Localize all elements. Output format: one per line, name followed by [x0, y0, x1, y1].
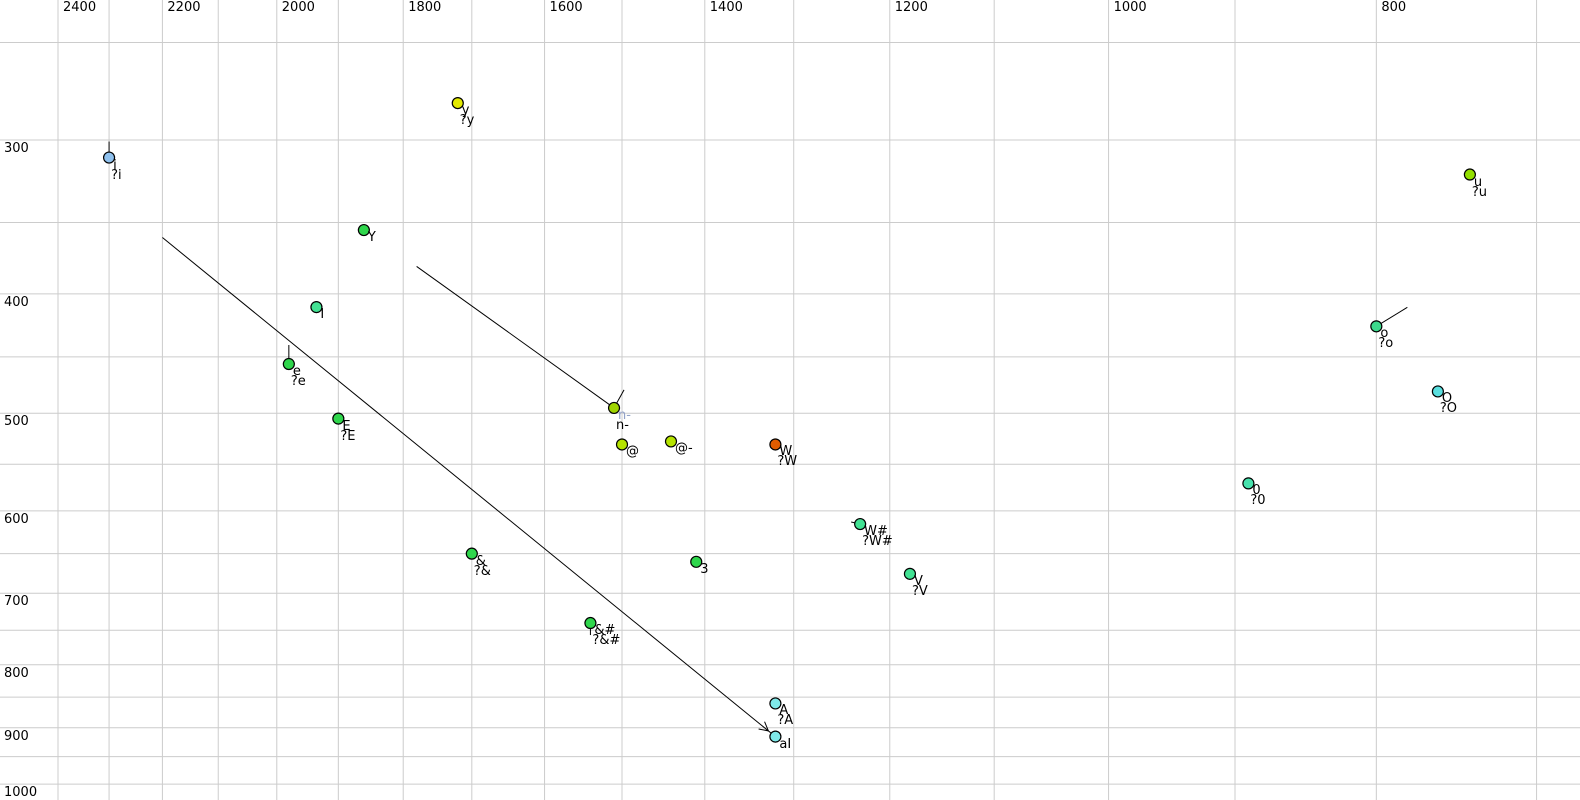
data-point-E[interactable] [332, 412, 345, 425]
data-point-A[interactable] [769, 697, 782, 710]
data-point-i[interactable] [102, 151, 116, 164]
data-point-e[interactable] [282, 357, 295, 371]
data-point-0[interactable] [1242, 477, 1255, 490]
data-point-W[interactable] [769, 438, 782, 451]
data-point-&[interactable] [465, 547, 478, 560]
arrowhead [758, 721, 770, 732]
data-point-&#[interactable] [584, 616, 597, 630]
data-point-I[interactable] [310, 301, 323, 314]
data-point-Y[interactable] [357, 223, 370, 237]
data-point-u[interactable] [1463, 168, 1476, 181]
trajectory-line-2 [416, 266, 615, 409]
data-point-n-[interactable] [607, 401, 621, 415]
data-point-@[interactable] [615, 438, 629, 451]
data-point-o[interactable] [1370, 320, 1383, 333]
data-point-O[interactable] [1431, 385, 1444, 398]
data-point-aI[interactable] [769, 730, 782, 743]
data-point-y[interactable] [451, 96, 464, 110]
data-point-3[interactable] [690, 555, 703, 568]
data-point-V[interactable] [903, 567, 917, 580]
data-point-@-[interactable] [664, 435, 678, 448]
trajectory-line-1 [162, 237, 776, 737]
data-point-W#[interactable] [854, 517, 867, 531]
